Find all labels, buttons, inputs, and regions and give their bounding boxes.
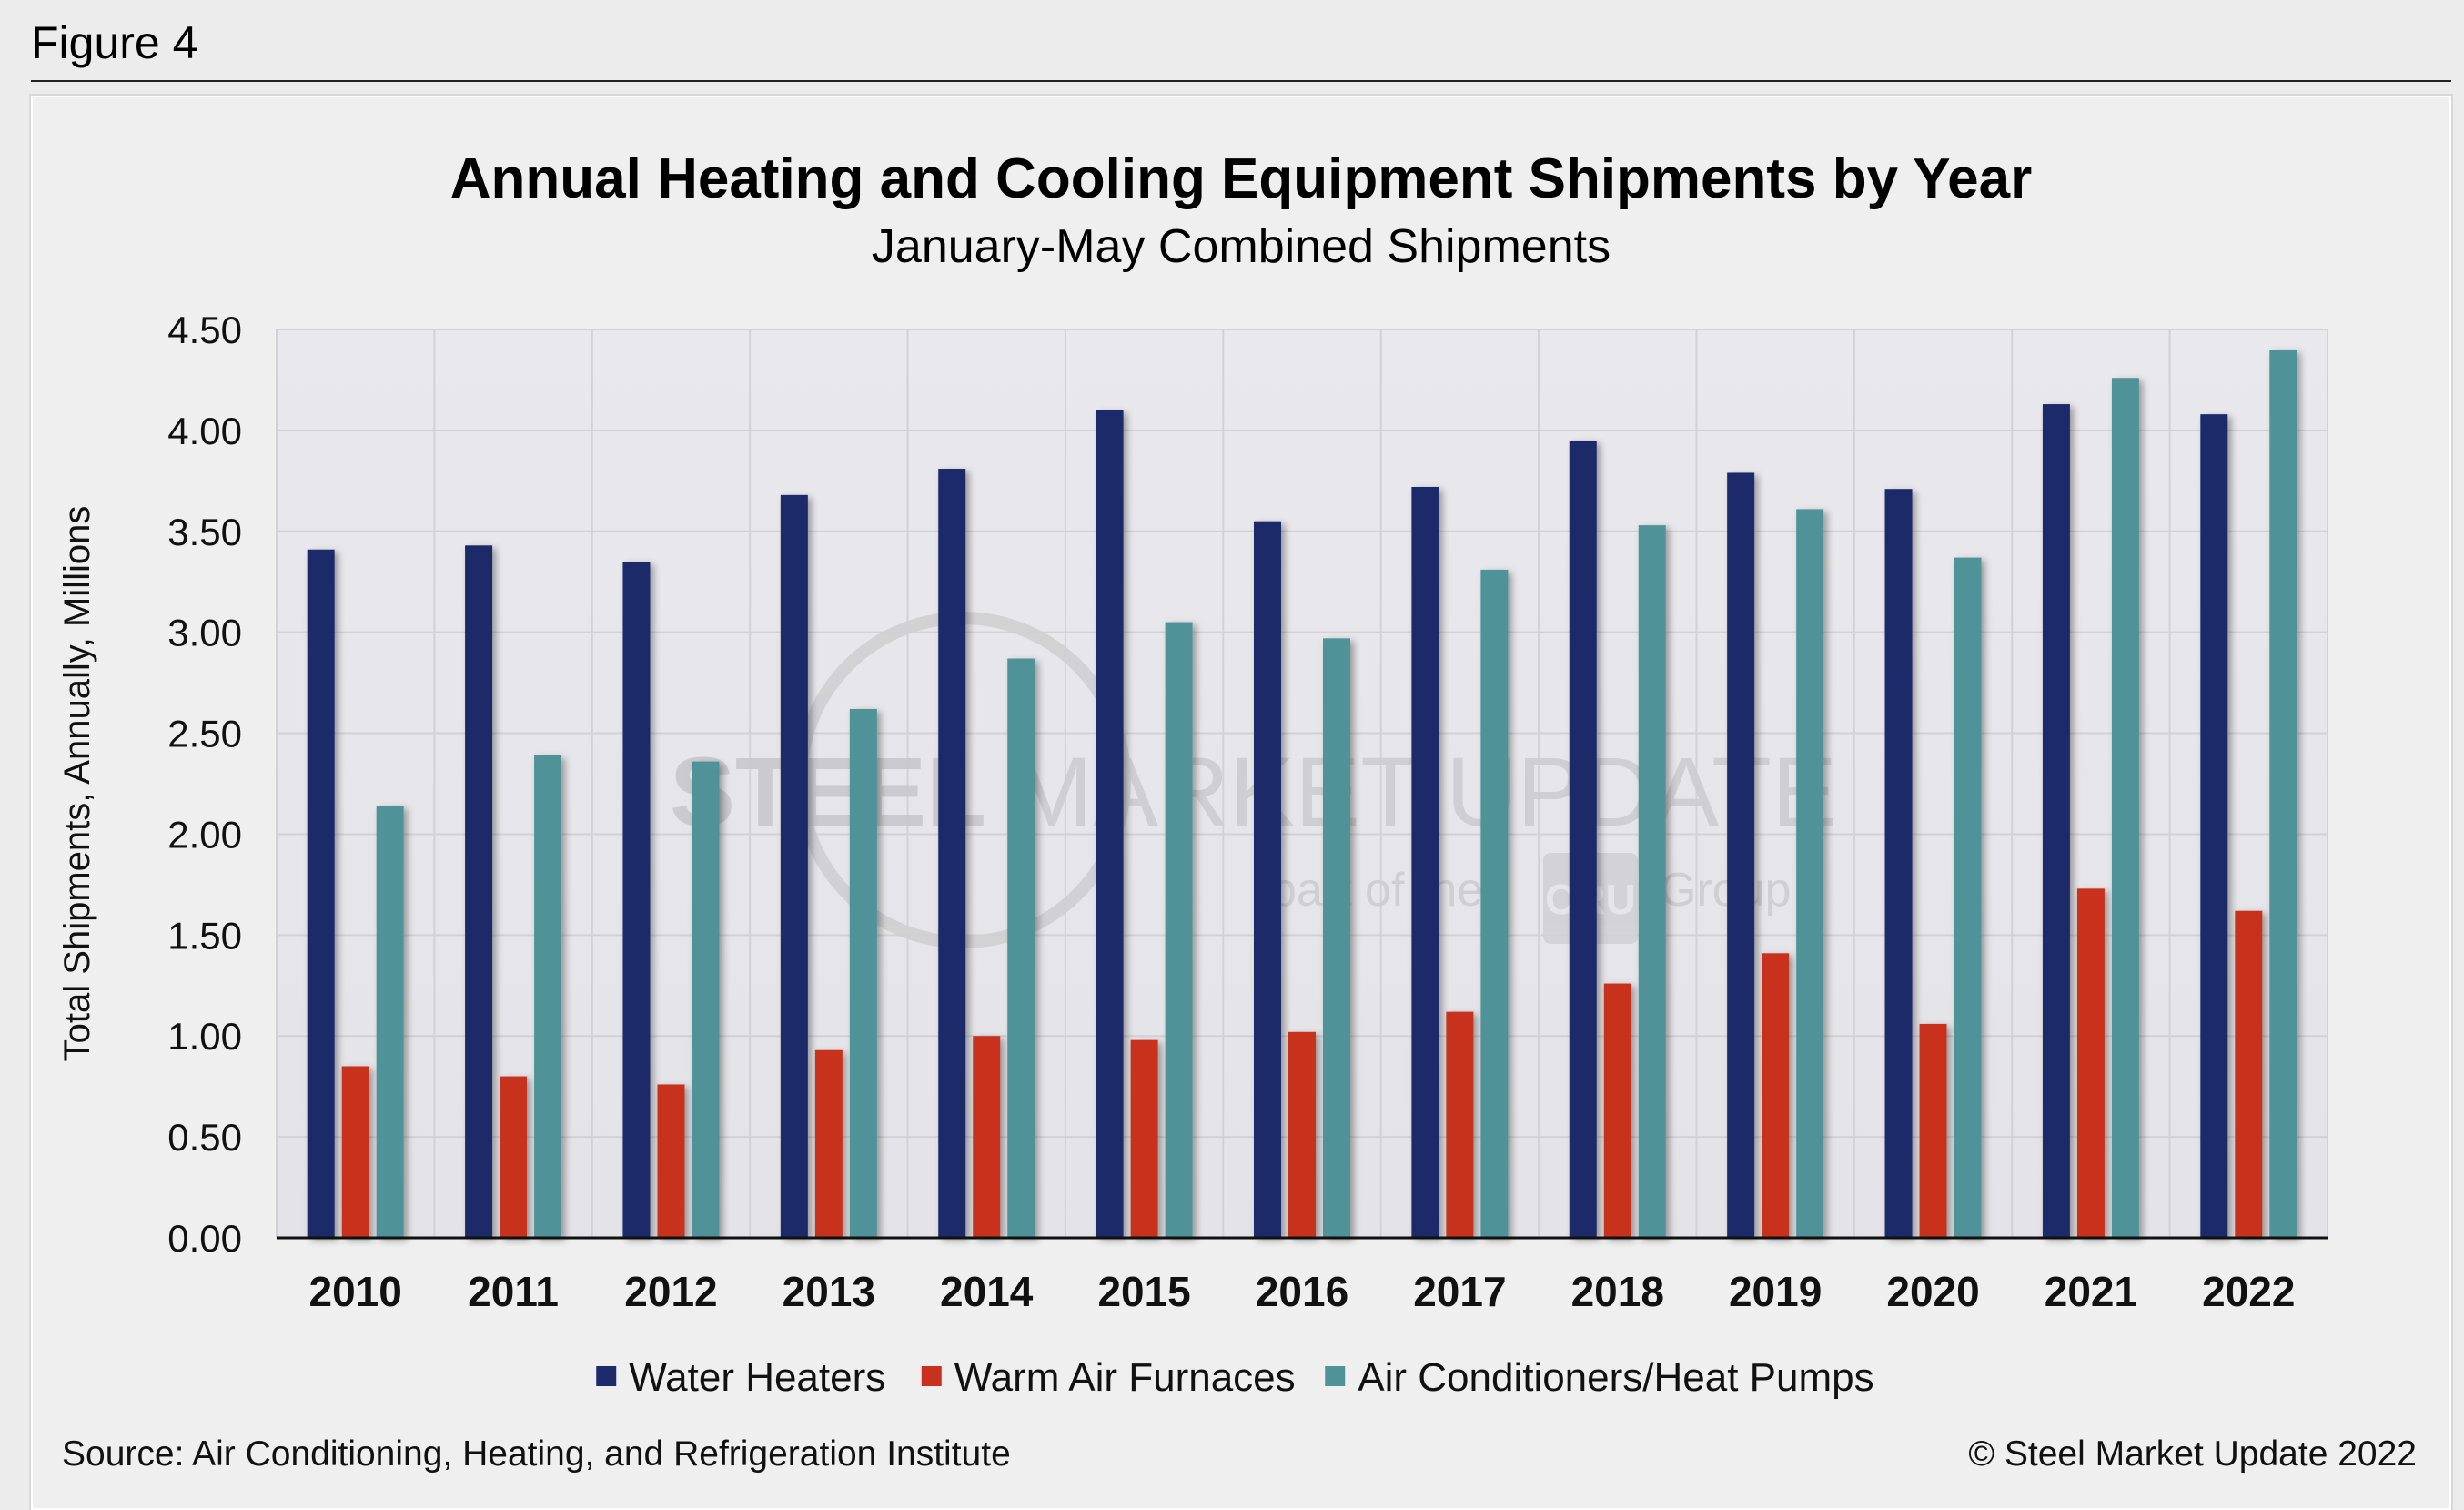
bar-water-heaters-2014 — [938, 469, 966, 1238]
y-tick-label: 2.50 — [167, 713, 242, 755]
legend-swatch-air-conditioners-heat-pumps — [1325, 1366, 1346, 1386]
y-axis-ticks: 0.00 0.50 1.00 1.50 2.00 2.50 3.00 3.50 4.00 4.50 — [167, 309, 242, 1260]
x-tick-label: 2018 — [1571, 1268, 1664, 1315]
copyright-note: © Steel Market Update 2022 — [1968, 1434, 2417, 1474]
bar-air-conditioners-heat-pumps-2022 — [2269, 350, 2297, 1239]
bar-air-conditioners-heat-pumps-2021 — [2111, 378, 2139, 1238]
watermark-brand-bold: STEEL — [670, 736, 986, 846]
bars — [307, 350, 2297, 1239]
bar-air-conditioners-heat-pumps-2015 — [1165, 622, 1193, 1238]
y-tick-label: 4.00 — [167, 410, 242, 452]
bar-water-heaters-2011 — [465, 545, 493, 1238]
bar-water-heaters-2018 — [1569, 440, 1597, 1238]
y-tick-label: 2.00 — [167, 813, 242, 856]
legend: Water Heaters Warm Air Furnaces Air Condit… — [596, 1355, 1874, 1400]
x-tick-label: 2020 — [1886, 1268, 1979, 1315]
y-tick-label: 0.00 — [167, 1217, 242, 1260]
bar-warm-air-furnaces-2012 — [657, 1084, 685, 1238]
y-tick-label: 3.00 — [167, 612, 242, 654]
x-tick-label: 2015 — [1097, 1268, 1190, 1315]
bar-water-heaters-2016 — [1254, 521, 1281, 1238]
legend-label: Air Conditioners/Heat Pumps — [1358, 1355, 1873, 1400]
chart-subtitle: January-May Combined Shipments — [872, 220, 1611, 273]
bar-water-heaters-2019 — [1727, 472, 1755, 1238]
bar-warm-air-furnaces-2013 — [814, 1049, 843, 1238]
chart-title: Annual Heating and Cooling Equipment Shi… — [450, 147, 2032, 210]
x-tick-label: 2017 — [1413, 1268, 1506, 1315]
x-tick-label: 2011 — [468, 1268, 559, 1315]
bar-air-conditioners-heat-pumps-2018 — [1638, 525, 1666, 1238]
bar-warm-air-furnaces-2016 — [1288, 1031, 1316, 1238]
y-axis-label: Total Shipments, Annually, Millions — [57, 506, 97, 1062]
figure-label: Figure 4 — [31, 17, 198, 68]
x-tick-label: 2010 — [309, 1268, 402, 1315]
bar-warm-air-furnaces-2014 — [973, 1036, 1001, 1238]
chart: Annual Heating and Cooling Equipment Shi… — [57, 147, 2417, 1474]
bar-air-conditioners-heat-pumps-2017 — [1480, 569, 1509, 1238]
x-tick-label: 2013 — [783, 1268, 875, 1315]
bar-water-heaters-2015 — [1096, 410, 1124, 1238]
bar-air-conditioners-heat-pumps-2019 — [1796, 509, 1824, 1238]
bar-air-conditioners-heat-pumps-2016 — [1323, 638, 1350, 1238]
y-tick-label: 1.00 — [167, 1015, 242, 1058]
y-tick-label: 3.50 — [167, 511, 242, 553]
legend-label: Warm Air Furnaces — [954, 1355, 1296, 1400]
legend-swatch-warm-air-furnaces — [921, 1366, 942, 1386]
bar-water-heaters-2021 — [2042, 404, 2070, 1239]
bar-air-conditioners-heat-pumps-2020 — [1954, 557, 1982, 1238]
x-tick-label: 2014 — [940, 1268, 1034, 1315]
x-tick-label: 2016 — [1256, 1268, 1348, 1315]
x-tick-label: 2019 — [1729, 1268, 1822, 1315]
x-tick-label: 2021 — [2045, 1268, 2137, 1315]
bar-water-heaters-2012 — [622, 562, 651, 1238]
bar-water-heaters-2017 — [1411, 486, 1439, 1238]
bar-warm-air-furnaces-2010 — [341, 1066, 369, 1238]
bar-warm-air-furnaces-2011 — [500, 1076, 528, 1238]
bar-air-conditioners-heat-pumps-2010 — [376, 806, 404, 1238]
bar-warm-air-furnaces-2015 — [1130, 1039, 1158, 1238]
bar-water-heaters-2020 — [1884, 489, 1913, 1238]
bar-air-conditioners-heat-pumps-2012 — [692, 761, 720, 1238]
watermark-tagline-pre: part of the — [1270, 864, 1483, 917]
bar-air-conditioners-heat-pumps-2014 — [1007, 658, 1035, 1238]
bar-air-conditioners-heat-pumps-2011 — [534, 755, 562, 1238]
bar-warm-air-furnaces-2022 — [2235, 910, 2263, 1238]
source-note: Source: Air Conditioning, Heating, and R… — [62, 1434, 1011, 1474]
bar-water-heaters-2010 — [307, 549, 335, 1238]
bar-warm-air-furnaces-2017 — [1446, 1011, 1474, 1238]
x-tick-label: 2022 — [2202, 1268, 2295, 1315]
top-divider — [31, 80, 2451, 82]
bar-warm-air-furnaces-2019 — [1762, 953, 1790, 1238]
bar-warm-air-furnaces-2018 — [1603, 983, 1631, 1238]
bar-water-heaters-2013 — [780, 494, 808, 1238]
watermark-tagline-post: Group — [1660, 864, 1792, 917]
y-tick-label: 1.50 — [167, 914, 242, 957]
y-tick-label: 4.50 — [167, 309, 242, 351]
x-tick-label: 2012 — [624, 1268, 717, 1315]
x-axis-ticks: 2010 2011 2012 2013 2014 2015 2016 2017 2018 2019… — [309, 1268, 2296, 1315]
bar-warm-air-furnaces-2020 — [1919, 1023, 1947, 1238]
legend-swatch-water-heaters — [596, 1366, 617, 1386]
legend-label: Water Heaters — [629, 1355, 885, 1400]
bar-water-heaters-2022 — [2200, 414, 2228, 1238]
chart-panel: Annual Heating and Cooling Equipment Shi… — [31, 96, 2451, 1510]
y-tick-label: 0.50 — [167, 1116, 242, 1159]
bar-warm-air-furnaces-2021 — [2076, 888, 2105, 1238]
bar-air-conditioners-heat-pumps-2013 — [849, 708, 877, 1238]
gridlines — [276, 329, 2328, 1238]
